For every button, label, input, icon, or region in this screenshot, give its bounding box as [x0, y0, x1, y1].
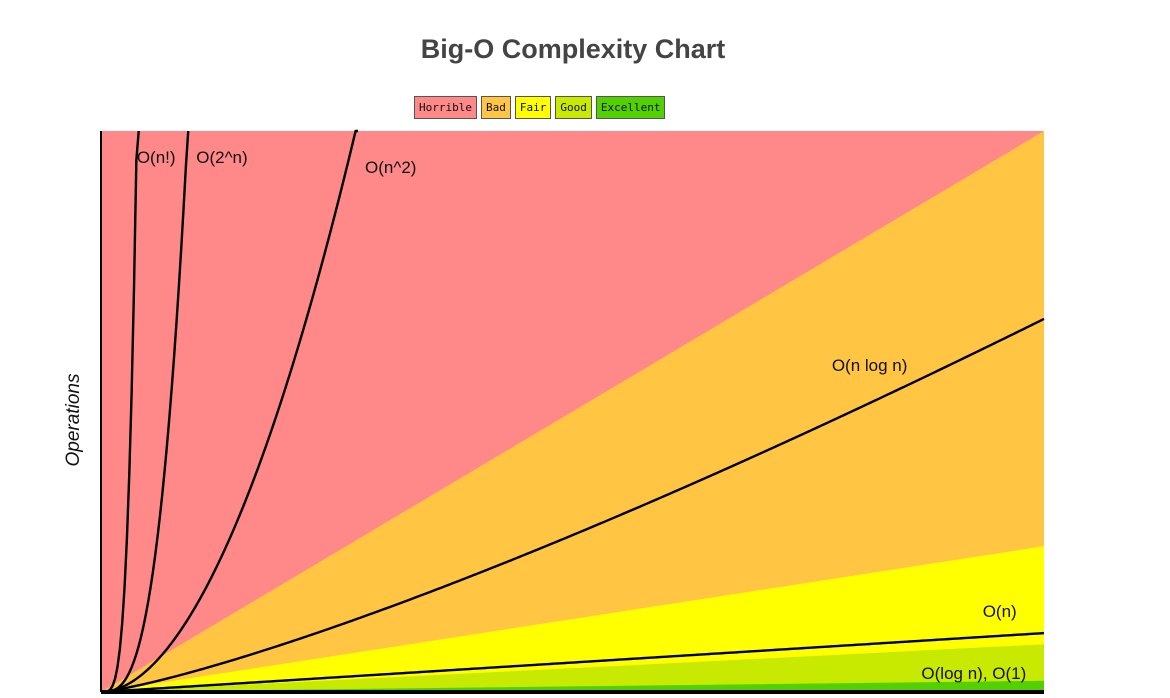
legend: Horrible Bad Fair Good Excellent [414, 96, 666, 119]
region-fair [101, 546, 1044, 692]
legend-item-horrible: Horrible [414, 96, 477, 119]
curve-label-log_const: O(log n), O(1) [921, 664, 1026, 683]
curve-label-linear: O(n) [983, 602, 1017, 621]
legend-item-bad: Bad [480, 96, 511, 119]
legend-item-fair: Fair [514, 96, 552, 119]
legend-item-excellent: Excellent [595, 96, 666, 119]
legend-item-good: Good [555, 96, 592, 119]
curve-label-exp2: O(2^n) [196, 148, 247, 167]
region-bad [101, 131, 1044, 692]
curve-square [100, 129, 358, 694]
region-excellent [101, 680, 1044, 692]
curve-label-square: O(n^2) [365, 158, 416, 177]
curve-linear [100, 631, 1045, 694]
curve-label-nlogn: O(n log n) [832, 356, 908, 375]
chart-title: Big-O Complexity Chart [420, 34, 726, 64]
curve-nlogn [100, 317, 1045, 694]
region-good [101, 644, 1044, 692]
curve-label-factorial: O(n!) [137, 148, 176, 167]
